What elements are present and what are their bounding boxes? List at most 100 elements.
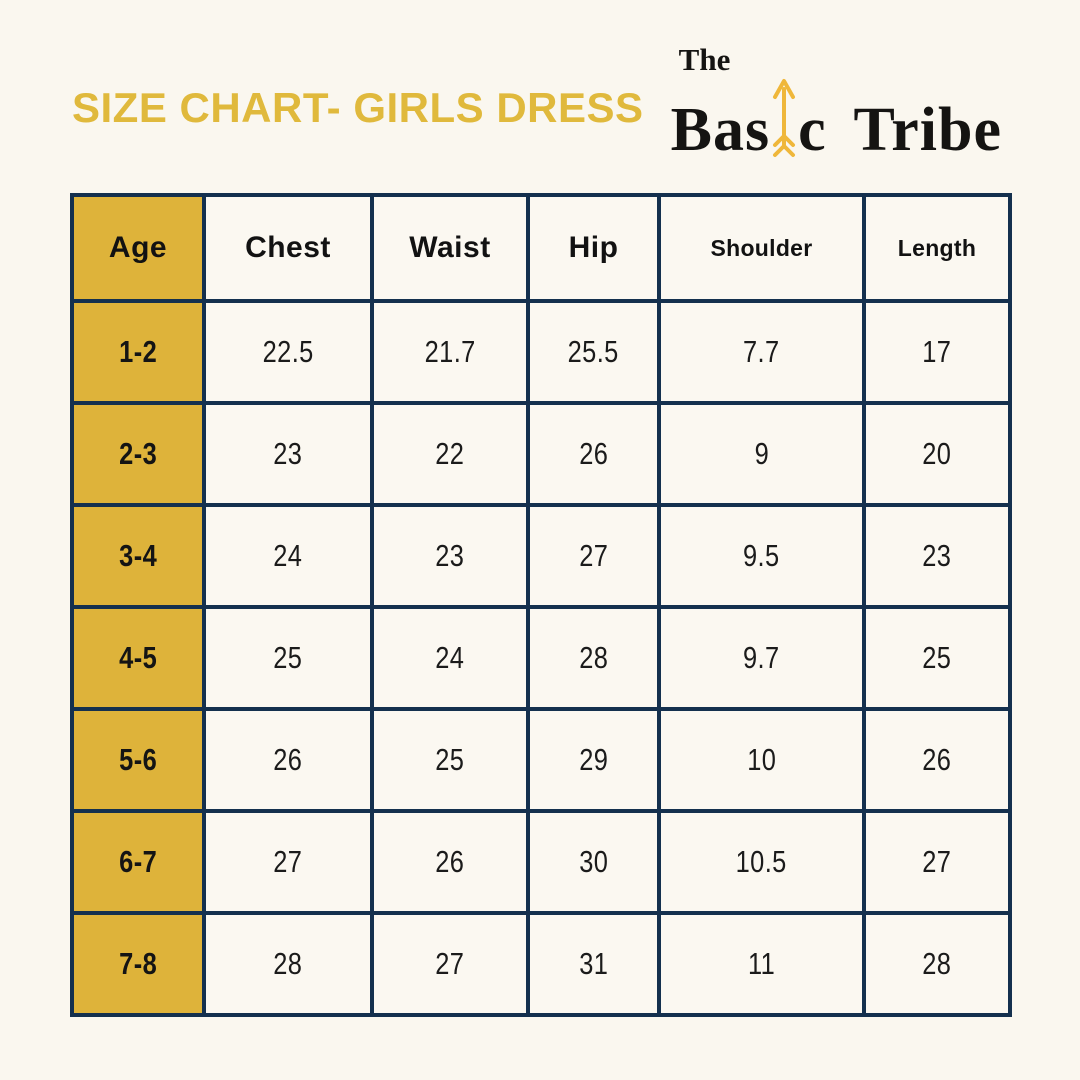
age-cell: 7-8	[70, 911, 206, 1017]
waist-value: 26	[435, 844, 465, 879]
hip-value: 30	[578, 844, 609, 879]
shoulder-cell: 9	[657, 401, 866, 507]
shoulder-value: 10	[746, 742, 777, 777]
hip-value: 29	[578, 742, 609, 777]
table-row: 7-8 28 27 31 11 28	[70, 911, 1012, 1017]
chest-value: 27	[273, 844, 303, 879]
waist-cell: 26	[370, 809, 530, 915]
column-header-waist: Waist	[370, 193, 530, 303]
arrow-i-icon	[773, 78, 796, 157]
column-header-shoulder: Shoulder	[657, 193, 866, 303]
table-row: 2-3 23 22 26 9 20	[70, 401, 1012, 507]
age-cell: 5-6	[70, 707, 206, 813]
shoulder-cell: 9.5	[657, 503, 866, 609]
shoulder-cell: 10.5	[657, 809, 866, 915]
age-value: 4-5	[119, 640, 157, 675]
chest-cell: 26	[202, 707, 374, 813]
age-value: 3-4	[119, 538, 157, 573]
hip-value: 25.5	[567, 334, 620, 369]
shoulder-value: 9.5	[743, 538, 780, 573]
chest-value: 24	[273, 538, 303, 573]
shoulder-value: 9.7	[743, 640, 780, 675]
length-value: 20	[922, 436, 952, 471]
age-value: 6-7	[119, 844, 157, 879]
length-value: 27	[922, 844, 952, 879]
age-cell: 1-2	[70, 299, 206, 405]
chest-value: 23	[273, 436, 303, 471]
column-header-hip: Hip	[526, 193, 661, 303]
logo-word-basic-tribe: Bas c Tribe	[671, 77, 1002, 163]
length-cell: 28	[862, 911, 1012, 1017]
waist-cell: 27	[370, 911, 530, 1017]
table-row: 4-5 25 24 28 9.7 25	[70, 605, 1012, 711]
hip-value: 31	[578, 946, 609, 981]
shoulder-value: 11	[747, 946, 776, 981]
hip-cell: 31	[526, 911, 661, 1017]
waist-value: 25	[435, 742, 465, 777]
waist-cell: 23	[370, 503, 530, 609]
waist-cell: 25	[370, 707, 530, 813]
length-value: 25	[922, 640, 952, 675]
table-row: 6-7 27 26 30 10.5 27	[70, 809, 1012, 915]
logo-tribe: Tribe	[853, 95, 1002, 164]
age-cell: 4-5	[70, 605, 206, 711]
chest-value: 28	[273, 946, 303, 981]
hip-cell: 27	[526, 503, 661, 609]
shoulder-cell: 9.7	[657, 605, 866, 711]
header-row: Age Chest Waist Hip Shoulder Length	[70, 193, 1012, 303]
column-header-age: Age	[70, 193, 206, 303]
length-value: 28	[922, 946, 952, 981]
table-row: 1-2 22.5 21.7 25.5 7.7 17	[70, 299, 1012, 405]
hip-value: 28	[578, 640, 609, 675]
age-value: 7-8	[119, 946, 157, 981]
length-value: 17	[922, 334, 952, 369]
shoulder-cell: 11	[657, 911, 866, 1017]
waist-value: 23	[435, 538, 465, 573]
chest-cell: 22.5	[202, 299, 374, 405]
length-cell: 26	[862, 707, 1012, 813]
length-cell: 17	[862, 299, 1012, 405]
logo-word-the: The	[678, 42, 731, 77]
waist-cell: 24	[370, 605, 530, 711]
chest-cell: 23	[202, 401, 374, 507]
shoulder-value: 10.5	[735, 844, 788, 879]
waist-value: 22	[435, 436, 465, 471]
chest-cell: 28	[202, 911, 374, 1017]
table-row: 5-6 26 25 29 10 26	[70, 707, 1012, 813]
logo-c: c	[798, 95, 827, 164]
waist-value: 27	[435, 946, 465, 981]
age-value: 5-6	[119, 742, 157, 777]
length-cell: 27	[862, 809, 1012, 915]
length-cell: 23	[862, 503, 1012, 609]
waist-cell: 21.7	[370, 299, 530, 405]
table-row: 3-4 24 23 27 9.5 23	[70, 503, 1012, 609]
chest-value: 26	[273, 742, 303, 777]
length-value: 26	[922, 742, 952, 777]
shoulder-value: 9	[754, 436, 769, 471]
age-cell: 6-7	[70, 809, 206, 915]
hip-cell: 28	[526, 605, 661, 711]
shoulder-cell: 10	[657, 707, 866, 813]
hip-cell: 26	[526, 401, 661, 507]
hip-value: 26	[578, 436, 609, 471]
length-cell: 20	[862, 401, 1012, 507]
hip-cell: 29	[526, 707, 661, 813]
size-chart-table: Age Chest Waist Hip Shoulder Length 1-2 …	[70, 193, 1012, 1017]
chest-cell: 27	[202, 809, 374, 915]
length-value: 23	[922, 538, 952, 573]
age-value: 2-3	[119, 436, 157, 471]
chest-cell: 25	[202, 605, 374, 711]
age-cell: 2-3	[70, 401, 206, 507]
column-header-chest: Chest	[202, 193, 374, 303]
hip-cell: 25.5	[526, 299, 661, 405]
hip-value: 27	[578, 538, 609, 573]
shoulder-cell: 7.7	[657, 299, 866, 405]
waist-cell: 22	[370, 401, 530, 507]
age-cell: 3-4	[70, 503, 206, 609]
logo-space	[827, 96, 854, 164]
hip-cell: 30	[526, 809, 661, 915]
chest-value: 25	[273, 640, 303, 675]
shoulder-value: 7.7	[743, 334, 780, 369]
page-title: SIZE CHART- GIRLS DRESS	[72, 84, 644, 131]
chest-value: 22.5	[262, 334, 314, 369]
